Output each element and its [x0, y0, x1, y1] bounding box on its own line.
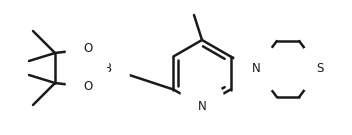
Text: N: N: [197, 99, 206, 112]
Text: S: S: [316, 63, 324, 75]
Text: O: O: [83, 80, 93, 94]
Text: N: N: [252, 63, 260, 75]
Text: O: O: [83, 43, 93, 55]
Text: B: B: [104, 62, 112, 75]
